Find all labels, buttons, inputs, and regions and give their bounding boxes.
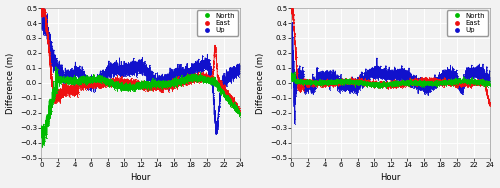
North (237, 113, 243, 115)
North (38, 131, 44, 133)
Up (427, 91, 433, 93)
North (414, 81, 420, 83)
East (164, 85, 170, 87)
Legend: North, East, Up: North, East, Up (197, 10, 238, 36)
North (164, 85, 170, 87)
East (486, 105, 492, 107)
Up (164, 81, 170, 83)
Up (487, 80, 493, 83)
Up (452, 74, 458, 76)
Line: Up: Up (40, 1, 241, 135)
East (414, 79, 420, 82)
Line: North: North (40, 66, 241, 148)
North (177, 81, 183, 83)
Up (102, 70, 107, 73)
X-axis label: Hour: Hour (380, 174, 401, 182)
North (288, 75, 294, 77)
Up (427, 79, 433, 82)
Up (292, 123, 298, 125)
East (236, 113, 242, 115)
Up (177, 69, 183, 71)
East (237, 108, 243, 111)
East (102, 82, 107, 84)
North (352, 81, 358, 83)
North (427, 83, 433, 85)
North (438, 82, 444, 84)
North (377, 87, 383, 89)
Line: East: East (290, 3, 491, 107)
East (487, 103, 493, 105)
North (292, 71, 298, 74)
North (102, 79, 107, 81)
East (452, 86, 458, 88)
Line: Up: Up (290, 22, 491, 125)
Y-axis label: Difference (m): Difference (m) (6, 52, 15, 114)
Up (202, 66, 208, 68)
East (177, 83, 183, 85)
East (438, 82, 444, 84)
North (202, 81, 208, 83)
East (289, 3, 295, 5)
North (40, 146, 46, 148)
East (427, 82, 433, 84)
East (352, 80, 358, 82)
North (188, 74, 194, 76)
Up (41, 0, 47, 3)
Up (188, 67, 194, 69)
Line: East: East (40, 0, 241, 114)
East (202, 78, 208, 80)
North (427, 83, 433, 85)
Up (290, 21, 296, 24)
North (452, 80, 458, 83)
East (38, 14, 44, 16)
Up (288, 87, 294, 89)
X-axis label: Hour: Hour (130, 174, 151, 182)
Up (237, 68, 243, 70)
East (288, 6, 294, 8)
Up (38, 19, 44, 21)
Up (414, 81, 420, 83)
Up (438, 80, 444, 82)
East (427, 78, 433, 81)
Up (212, 133, 218, 135)
Line: North: North (290, 71, 491, 89)
North (487, 84, 493, 86)
Legend: North, East, Up: North, East, Up (447, 10, 488, 36)
Y-axis label: Difference (m): Difference (m) (256, 52, 264, 114)
Up (352, 84, 358, 86)
East (188, 80, 194, 82)
Up (177, 68, 183, 70)
North (53, 66, 59, 68)
North (177, 83, 183, 85)
East (177, 80, 183, 82)
